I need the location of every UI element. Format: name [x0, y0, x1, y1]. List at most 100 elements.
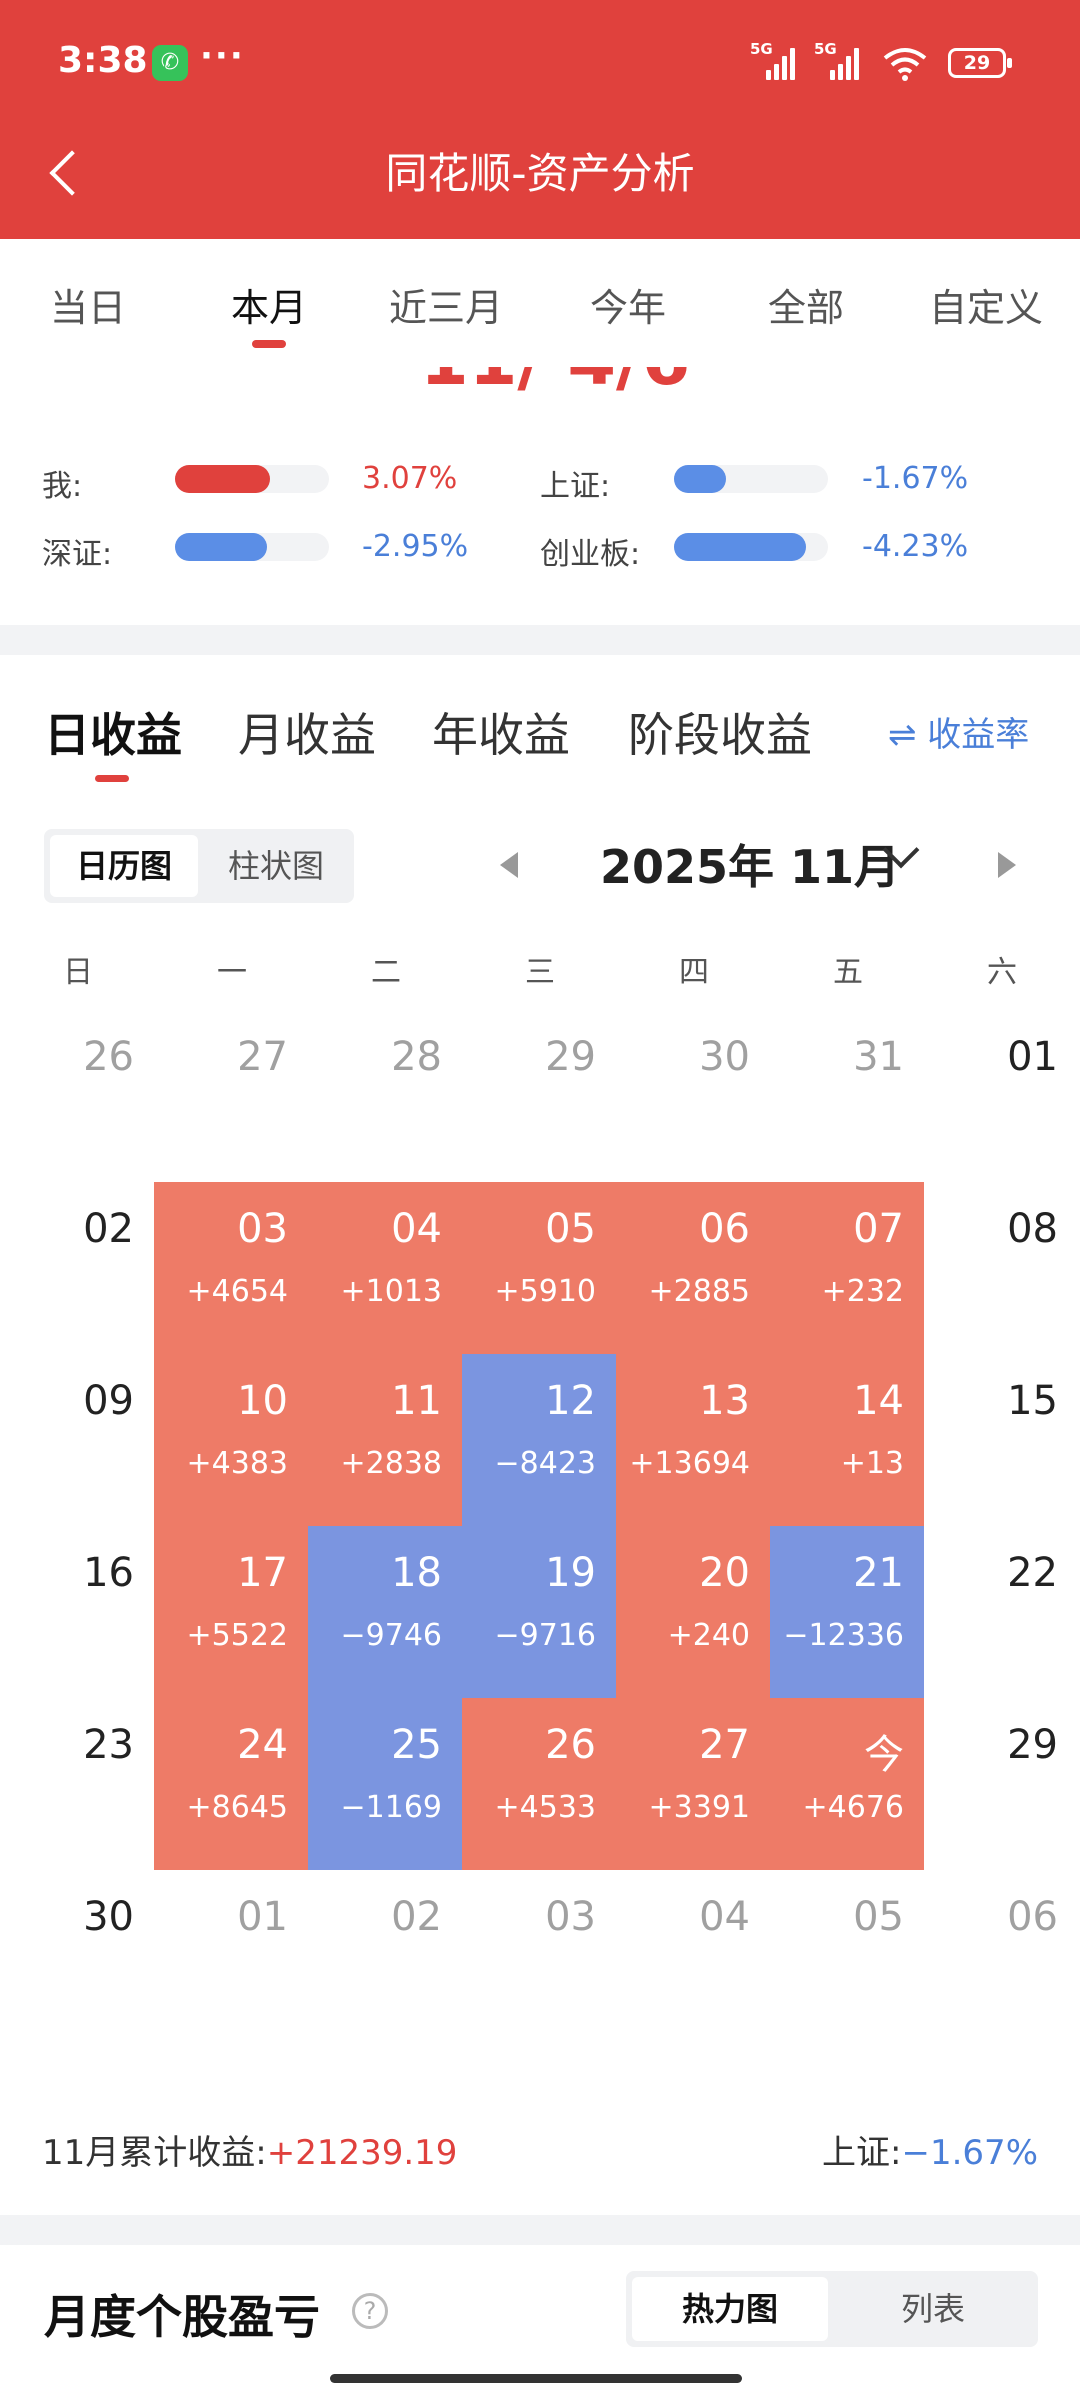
weekday-label: 四	[679, 955, 709, 990]
calendar-day[interactable]: 03 +4654	[154, 1182, 308, 1354]
daily-profit-card: 日收益 月收益 年收益 阶段收益 ⇌ 收益率 日历图 柱状图 2025年 11月…	[0, 655, 1080, 2215]
home-indicator	[330, 2374, 742, 2383]
tab-today[interactable]: 当日	[49, 286, 126, 330]
status-time: 3:38	[58, 40, 148, 81]
tab-this-year[interactable]: 今年	[589, 286, 666, 330]
calendar-day: 01	[154, 1870, 308, 2042]
tab-this-month[interactable]: 本月	[230, 286, 307, 330]
calendar-day[interactable]: 14 +13	[770, 1354, 924, 1526]
calendar-day[interactable]: 10 +4383	[154, 1354, 308, 1526]
profit-calendar: 26 27 28 29 30 31 01 02 03 +4654 04 +1013 05 +5910 06 +…	[0, 1010, 1080, 1990]
list-button[interactable]: 列表	[900, 2290, 965, 2328]
more-notifications-icon: ···	[200, 36, 245, 76]
calendar-day: 01	[924, 1010, 1078, 1182]
day-number: 30	[699, 1034, 750, 1080]
day-number: 05	[853, 1894, 904, 1940]
day-number: 04	[699, 1894, 750, 1940]
tab-daily-profit[interactable]: 日收益	[44, 708, 182, 762]
calendar-day[interactable]: 05 +5910	[462, 1182, 616, 1354]
monthly-total-label: 11月累计收益:	[42, 2133, 267, 2173]
calendar-day[interactable]: 26 +4533	[462, 1698, 616, 1870]
calendar-day[interactable]: 12 −8423	[462, 1354, 616, 1526]
calendar-day[interactable]: 13 +13694	[616, 1354, 770, 1526]
prev-month-icon[interactable]	[500, 852, 518, 878]
day-profit: +3391	[648, 1790, 750, 1825]
calendar-day: 09	[0, 1354, 154, 1526]
day-number: 21	[853, 1550, 904, 1596]
calendar-day[interactable]: 今 +4676	[770, 1698, 924, 1870]
calendar-view-button[interactable]: 日历图	[50, 835, 198, 897]
day-number: 26	[545, 1722, 596, 1768]
status-bar: 3:38 ✆ ··· 5G 5G 29	[0, 0, 1080, 130]
day-number: 11	[391, 1378, 442, 1424]
day-number: 25	[391, 1722, 442, 1768]
weekday-label: 日	[63, 955, 93, 990]
calendar-day: 06	[924, 1870, 1078, 2042]
day-profit: +2885	[648, 1274, 750, 1309]
day-number: 20	[699, 1550, 750, 1596]
calendar-day[interactable]: 27 +3391	[616, 1698, 770, 1870]
calendar-day: 15	[924, 1354, 1078, 1526]
tab-custom[interactable]: 自定义	[928, 286, 1043, 330]
compare-bar	[674, 465, 828, 493]
calendar-day[interactable]: 04 +1013	[308, 1182, 462, 1354]
heatmap-button[interactable]: 热力图	[632, 2277, 828, 2341]
compare-label: 创业板:	[540, 537, 641, 572]
day-number: 今	[864, 1732, 904, 1778]
day-number: 26	[83, 1034, 134, 1080]
tab-three-months[interactable]: 近三月	[388, 286, 503, 330]
day-profit: −9746	[340, 1618, 442, 1653]
tab-period-profit[interactable]: 阶段收益	[628, 708, 812, 762]
wifi-icon	[883, 48, 927, 81]
day-number: 18	[391, 1550, 442, 1596]
weekday-label: 一	[217, 955, 247, 990]
tab-indicator	[252, 340, 286, 348]
month-selector[interactable]: 2025年 11月	[600, 840, 901, 894]
calendar-day[interactable]: 19 −9716	[462, 1526, 616, 1698]
weekday-label: 二	[371, 955, 401, 990]
compare-value: -2.95%	[362, 529, 469, 564]
tab-all[interactable]: 全部	[767, 286, 844, 330]
weekday-label: 五	[833, 955, 863, 990]
calendar-day[interactable]: 18 −9746	[308, 1526, 462, 1698]
return-rate-toggle[interactable]: ⇌ 收益率	[888, 715, 1030, 755]
compare-label: 上证:	[540, 469, 611, 504]
day-number: 31	[853, 1034, 904, 1080]
calendar-day[interactable]: 20 +240	[616, 1526, 770, 1698]
day-profit: +2838	[340, 1446, 442, 1481]
calendar-day[interactable]: 17 +5522	[154, 1526, 308, 1698]
day-number: 13	[699, 1378, 750, 1424]
calendar-day: 22	[924, 1526, 1078, 1698]
calendar-day[interactable]: 11 +2838	[308, 1354, 462, 1526]
day-number: 30	[83, 1894, 134, 1940]
day-number: 19	[545, 1550, 596, 1596]
day-number: 23	[83, 1722, 134, 1768]
bar-view-button[interactable]: 柱状图	[227, 847, 324, 885]
calendar-day: 02	[308, 1870, 462, 2042]
day-profit: −12336	[783, 1618, 904, 1653]
calendar-day[interactable]: 24 +8645	[154, 1698, 308, 1870]
day-number: 28	[391, 1034, 442, 1080]
day-number: 29	[545, 1034, 596, 1080]
tab-yearly-profit[interactable]: 年收益	[432, 708, 570, 762]
compare-bar	[175, 465, 329, 493]
next-month-icon[interactable]	[998, 852, 1016, 878]
day-number: 29	[1007, 1722, 1058, 1768]
monthly-stock-pnl: 月度个股盈亏 ? 热力图 列表	[0, 2245, 1080, 2403]
calendar-day[interactable]: 21 −12336	[770, 1526, 924, 1698]
day-number: 16	[83, 1550, 134, 1596]
compare-value: 3.07%	[362, 461, 458, 496]
day-number: 01	[237, 1894, 288, 1940]
view-toggle: 日历图 柱状图	[44, 829, 354, 903]
calendar-day: 31	[770, 1010, 924, 1182]
calendar-day[interactable]: 07 +232	[770, 1182, 924, 1354]
calendar-day: 30	[0, 1870, 154, 2042]
calendar-day[interactable]: 06 +2885	[616, 1182, 770, 1354]
tab-monthly-profit[interactable]: 月收益	[238, 708, 376, 762]
weekday-label: 三	[525, 955, 555, 990]
calendar-day[interactable]: 25 −1169	[308, 1698, 462, 1870]
help-icon[interactable]: ?	[352, 2293, 388, 2329]
day-number: 02	[83, 1206, 134, 1252]
index-value: −1.67%	[901, 2133, 1039, 2173]
calendar-day: 04	[616, 1870, 770, 2042]
